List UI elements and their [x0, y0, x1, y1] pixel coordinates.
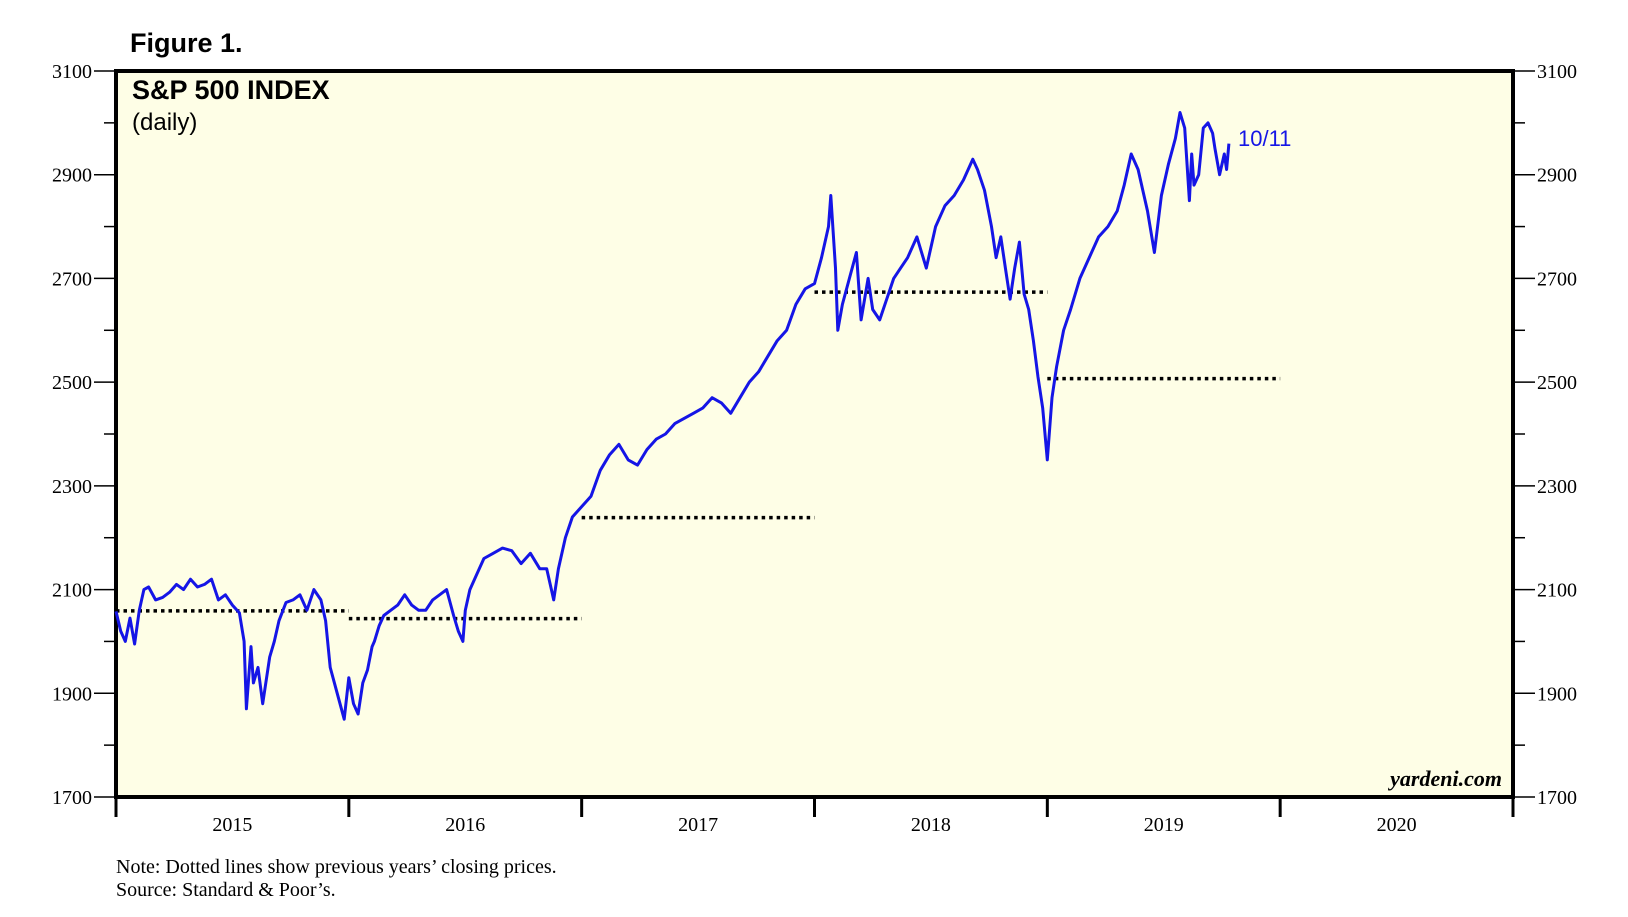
chart-title: S&P 500 INDEX [132, 75, 330, 105]
figure-label: Figure 1. [130, 28, 243, 58]
y-tick-label-left: 2700 [52, 268, 92, 290]
y-tick-label-left: 1700 [52, 787, 92, 809]
previous-year-close-lines [116, 290, 1281, 621]
y-tick-label-right: 2900 [1537, 165, 1577, 187]
chart-subtitle: (daily) [132, 109, 197, 136]
y-tick-label-right: 1900 [1537, 683, 1577, 705]
y-tick-label-left: 2900 [52, 165, 92, 187]
x-tick-label: 2020 [1377, 814, 1417, 836]
y-tick-label-left: 1900 [52, 683, 92, 705]
y-tick-label-right: 1700 [1537, 787, 1577, 809]
y-tick-label-right: 2500 [1537, 372, 1577, 394]
last-date-label: 10/11 [1238, 126, 1291, 151]
y-axis-left: 1700 1900 2100 2300 2500 2700 2900 3100 [52, 61, 116, 809]
watermark: yardeni.com [1387, 766, 1502, 791]
source-text: Source: Standard & Poor’s. [116, 879, 336, 901]
y-tick-label-right: 2100 [1537, 580, 1577, 602]
sp500-series-line [114, 111, 1231, 721]
y-tick-label-left: 3100 [52, 61, 92, 83]
x-tick-label: 2015 [212, 814, 252, 836]
x-tick-label: 2018 [911, 814, 951, 836]
x-tick-label: 2019 [1144, 814, 1184, 836]
x-tick-label: 2016 [445, 814, 485, 836]
y-tick-label-right: 2300 [1537, 476, 1577, 498]
note-text: Note: Dotted lines show previous years’ … [116, 856, 557, 878]
x-tick-label: 2017 [678, 814, 718, 836]
y-tick-label-right: 3100 [1537, 61, 1577, 83]
y-tick-label-right: 2700 [1537, 268, 1577, 290]
plot-area [114, 69, 1515, 799]
y-tick-label-left: 2500 [52, 372, 92, 394]
y-tick-label-left: 2100 [52, 580, 92, 602]
x-axis: 2015 2016 2017 2018 2019 2020 [114, 797, 1515, 836]
y-axis-right: 1700 1900 2100 2300 2500 2700 2900 3100 [1513, 61, 1577, 809]
y-tick-label-left: 2300 [52, 476, 92, 498]
